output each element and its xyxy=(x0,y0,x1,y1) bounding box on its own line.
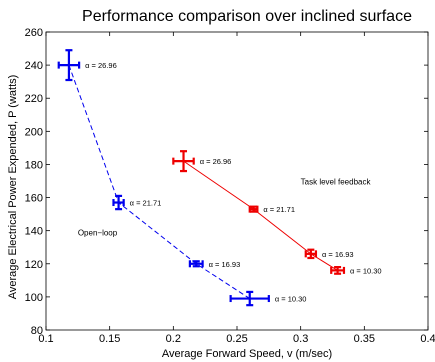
y-tick-label: 200 xyxy=(25,126,43,138)
x-tick-label: 0.35 xyxy=(354,333,375,345)
x-tick-label: 0.2 xyxy=(166,333,181,345)
series-line xyxy=(68,64,251,299)
y-tick-label: 100 xyxy=(25,292,43,304)
point-label: α = 21.71 xyxy=(130,199,162,208)
data-point: α = 21.71 xyxy=(112,194,162,211)
y-tick-label: 180 xyxy=(25,159,43,171)
point-label: α = 26.96 xyxy=(200,157,232,166)
point-label: α = 26.96 xyxy=(85,61,117,70)
y-tick-label: 140 xyxy=(25,226,43,238)
data-point: α = 16.93 xyxy=(304,248,354,260)
plot-frame xyxy=(45,31,429,331)
x-tick-label: 0.3 xyxy=(293,333,308,345)
x-tick-label: 0.15 xyxy=(99,333,120,345)
point-label: α = 21.71 xyxy=(263,205,295,214)
point-label: α = 10.30 xyxy=(350,266,382,275)
series-line xyxy=(183,160,338,271)
x-tick-label: 0.4 xyxy=(420,333,435,345)
data-point: α = 10.30 xyxy=(229,290,307,307)
plot-area: α = 26.96 α = 21.71 α = 16.93 α = 10.30 α = … xyxy=(57,49,382,307)
point-label: α = 16.93 xyxy=(209,260,241,269)
y-axis-label: Average Electrical Power Expended, P (wa… xyxy=(7,75,19,300)
data-point: α = 26.96 xyxy=(57,49,117,82)
point-label: α = 16.93 xyxy=(322,250,354,259)
y-tick-label: 240 xyxy=(25,60,43,72)
data-point: α = 21.71 xyxy=(248,205,295,214)
axes: 0.1 0.15 0.2 0.25 0.3 0.35 0.4 80 100 120 140 160 18… xyxy=(25,27,435,345)
annotation: Task level feedback xyxy=(301,177,372,186)
data-point: α = 16.93 xyxy=(188,260,241,269)
data-point: α = 26.96 xyxy=(172,150,232,173)
data-point: α = 10.30 xyxy=(330,265,382,275)
x-tick-label: 0.25 xyxy=(226,333,247,345)
chart-title: Performance comparison over inclined sur… xyxy=(82,8,412,25)
x-tick-label: 0.1 xyxy=(38,333,53,345)
y-tick-label: 160 xyxy=(25,193,43,205)
y-tick-label: 260 xyxy=(25,27,43,39)
point-label: α = 10.30 xyxy=(275,295,307,304)
x-axis-label: Average Forward Speed, v (m/sec) xyxy=(162,348,332,360)
y-tick-label: 120 xyxy=(25,259,43,271)
y-tick-label: 220 xyxy=(25,93,43,105)
annotation: Open−loop xyxy=(78,229,118,238)
y-tick-label: 80 xyxy=(31,325,43,337)
